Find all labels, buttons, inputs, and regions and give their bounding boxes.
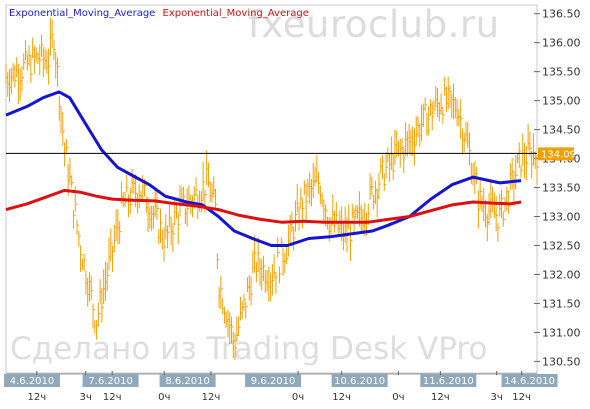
x-hour-label: 12ч (103, 392, 122, 403)
y-tick-label: 133.50 (542, 182, 581, 195)
legend-item-ema-slow: Exponential_Moving_Average (163, 8, 309, 19)
y-tick-label: 136.00 (542, 37, 581, 50)
x-hour-label: 12ч (332, 392, 351, 403)
x-hour-label: 3ч (80, 392, 92, 403)
x-date-label: 7.6.2010 (88, 376, 133, 387)
y-tick-label: 130.50 (542, 355, 581, 368)
chart-legend: Exponential_Moving_Average Exponential_M… (9, 8, 313, 19)
y-tick-label: 131.50 (542, 297, 581, 310)
x-date-label: 8.6.2010 (165, 376, 210, 387)
x-hour-label: 12ч (512, 392, 531, 403)
y-tick-label: 136.50 (542, 8, 581, 21)
x-date-label: 10.6.2010 (334, 376, 385, 387)
x-hour-label: 12ч (27, 392, 46, 403)
x-hour-label: 0ч (158, 392, 170, 403)
x-date-label: 14.6.2010 (504, 376, 555, 387)
y-tick-label: 133.00 (542, 211, 581, 224)
ema-slow-line (6, 190, 521, 222)
y-tick-label: 132.00 (542, 268, 581, 281)
x-hour-label: 0ч (392, 392, 404, 403)
x-hour-label: 3ч (491, 392, 503, 403)
legend-item-ema-fast: Exponential_Moving_Average (9, 8, 155, 19)
y-tick-label: 135.00 (542, 95, 581, 108)
x-date-label: 4.6.2010 (10, 376, 55, 387)
x-hour-label: 12ч (431, 392, 450, 403)
y-tick-label: 135.50 (542, 66, 581, 79)
plot-frame (6, 5, 537, 373)
current-price-label: 134.09 (541, 149, 576, 160)
y-tick-label: 134.50 (542, 124, 581, 137)
x-date-label: 11.6.2010 (423, 376, 474, 387)
x-hour-label: 0ч (292, 392, 304, 403)
y-tick-label: 131.00 (542, 326, 581, 339)
y-tick-label: 132.50 (542, 240, 581, 253)
x-date-label: 9.6.2010 (251, 376, 296, 387)
x-hour-label: 12ч (202, 392, 221, 403)
